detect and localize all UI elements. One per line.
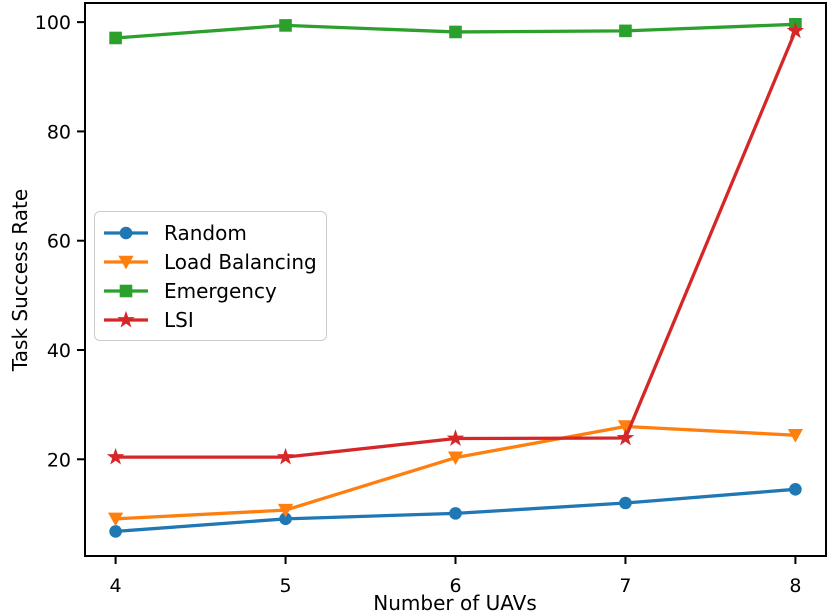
square-marker xyxy=(449,25,462,39)
triangle-down-marker xyxy=(277,503,294,518)
x-tick-label: 7 xyxy=(619,575,631,597)
star-marker xyxy=(616,428,635,446)
circle-marker-legend xyxy=(119,226,133,239)
square-marker-icon xyxy=(104,284,148,297)
star-marker xyxy=(786,21,805,39)
square-marker-legend xyxy=(119,284,133,297)
square-marker xyxy=(279,19,292,32)
legend-label: LSI xyxy=(164,307,194,332)
triangle-down-marker-legend xyxy=(118,255,134,269)
y-tick-label: 40 xyxy=(47,340,71,362)
circle-marker xyxy=(109,525,122,538)
triangle-down-marker xyxy=(447,451,464,466)
circle-marker xyxy=(449,507,462,520)
triangle-down-marker-icon xyxy=(104,255,148,269)
legend-item-lsi: LSI xyxy=(103,305,326,334)
star-marker xyxy=(276,447,295,465)
y-tick-label: 80 xyxy=(47,121,71,143)
legend-item-random: Random xyxy=(103,218,326,247)
square-marker xyxy=(619,24,632,38)
x-axis-label: Number of UAVs xyxy=(373,591,537,615)
x-tick-label: 5 xyxy=(279,575,291,597)
legend-label: Load Balancing xyxy=(164,249,317,274)
x-tick-label: 4 xyxy=(110,575,122,597)
star-marker-icon xyxy=(104,310,148,327)
star-marker-legend xyxy=(117,310,135,327)
circle-marker-icon xyxy=(104,226,148,239)
star-marker xyxy=(446,429,465,446)
triangle-down-marker xyxy=(617,420,634,434)
legend-item-load-balancing: Load Balancing xyxy=(103,247,326,276)
x-tick-label: 6 xyxy=(449,575,461,597)
x-tick-label: 8 xyxy=(789,575,801,597)
y-tick-label: 100 xyxy=(35,12,71,34)
triangle-down-marker xyxy=(107,512,124,527)
circle-marker xyxy=(279,512,292,526)
legend-item-emergency: Emergency xyxy=(103,276,326,305)
legend-label: Random xyxy=(164,220,247,245)
circle-marker xyxy=(619,496,632,510)
circle-marker xyxy=(789,483,802,496)
y-tick-label: 20 xyxy=(47,449,71,471)
legend: Random Load Balancing Emergency LSI xyxy=(94,211,327,341)
y-tick-label: 60 xyxy=(47,231,71,253)
star-marker xyxy=(106,447,125,465)
square-marker xyxy=(109,31,122,45)
y-axis-label: Task Success Rate xyxy=(8,188,32,372)
triangle-down-marker xyxy=(787,429,804,443)
legend-label: Emergency xyxy=(164,278,277,303)
